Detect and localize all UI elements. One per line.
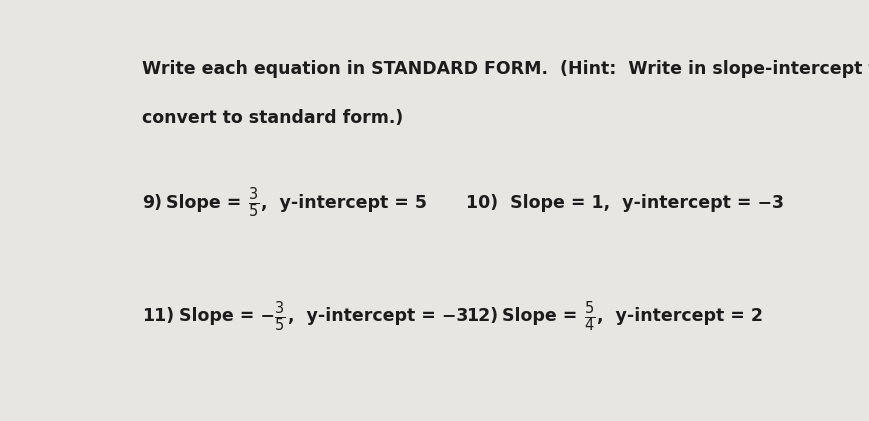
Text: ,  y-intercept = −3: , y-intercept = −3: [288, 307, 468, 325]
Text: $\frac{3}{5}$: $\frac{3}{5}$: [248, 186, 259, 220]
Text: $\frac{5}{4}$: $\frac{5}{4}$: [583, 299, 594, 333]
Text: 10)  Slope = 1,  y-intercept = −3: 10) Slope = 1, y-intercept = −3: [466, 194, 783, 212]
Text: $\frac{3}{5}$: $\frac{3}{5}$: [274, 299, 285, 333]
Text: 11): 11): [143, 307, 175, 325]
Text: Slope = −: Slope = −: [178, 307, 274, 325]
Text: Slope =: Slope =: [166, 194, 248, 212]
Text: ,  y-intercept = 5: , y-intercept = 5: [261, 194, 427, 212]
Text: 12): 12): [466, 307, 498, 325]
Text: Write each equation in STANDARD FORM.  (Hint:  Write in slope-intercept form, th: Write each equation in STANDARD FORM. (H…: [143, 60, 869, 78]
Text: Slope =: Slope =: [501, 307, 583, 325]
Text: 9): 9): [143, 194, 163, 212]
Text: convert to standard form.): convert to standard form.): [143, 109, 403, 127]
Text: ,  y-intercept = 2: , y-intercept = 2: [596, 307, 762, 325]
